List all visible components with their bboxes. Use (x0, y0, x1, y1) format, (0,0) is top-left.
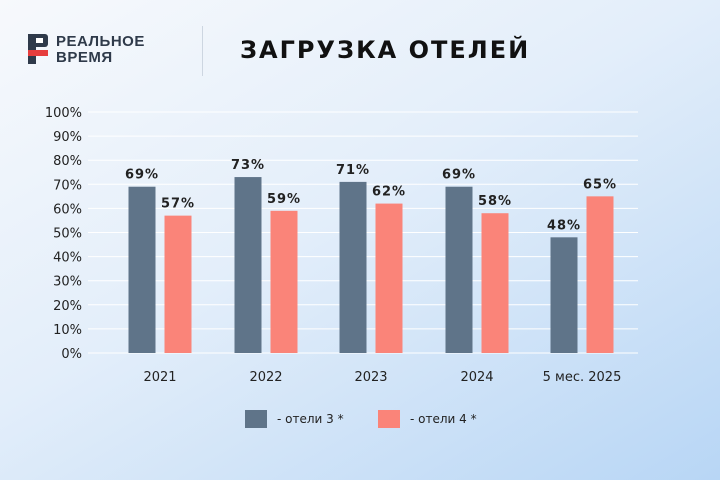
x-tick-label: 2024 (460, 370, 493, 385)
legend-label-series-1: - отели 3 * (277, 412, 344, 426)
bar-data-label: 57% (161, 197, 195, 212)
brand-line-1: РЕАЛЬНОЕ (56, 33, 145, 50)
brand-name: РЕАЛЬНОЕ ВРЕМЯ (56, 34, 145, 66)
chart-legend: - отели 3 * - отели 4 * (0, 410, 720, 440)
y-tick-label: 40% (53, 251, 82, 266)
brand-logo-icon (28, 34, 48, 64)
legend-swatch-series-1 (245, 410, 267, 428)
bar-data-label: 48% (547, 218, 581, 233)
y-tick-label: 30% (53, 275, 82, 290)
bar-series-1 (339, 181, 367, 353)
bar-chart: 0%10%20%30%40%50%60%70%80%90%100%69%57%2… (44, 106, 622, 385)
bar-data-label: 58% (478, 194, 512, 209)
y-tick-label: 90% (53, 130, 82, 145)
bar-series-1 (550, 237, 578, 353)
bar-data-label: 73% (231, 158, 265, 173)
legend-label-series-2: - отели 4 * (410, 412, 477, 426)
bar-series-2 (375, 203, 403, 353)
y-tick-label: 0% (61, 347, 82, 362)
y-tick-label: 100% (45, 106, 82, 121)
bar-data-label: 69% (125, 168, 159, 183)
x-tick-label: 2022 (249, 370, 282, 385)
header-divider (202, 26, 203, 76)
bar-data-label: 62% (372, 185, 406, 200)
y-tick-label: 20% (53, 299, 82, 314)
bar-data-label: 65% (583, 177, 617, 192)
legend-item-series-2: - отели 4 * (378, 410, 477, 428)
bar-series-1 (445, 186, 473, 353)
bar-series-1 (128, 186, 156, 353)
y-tick-label: 10% (53, 323, 82, 338)
brand-line-2: ВРЕМЯ (56, 49, 113, 66)
bar-data-label: 71% (336, 163, 370, 178)
bar-series-2 (481, 213, 509, 353)
bar-series-2 (164, 215, 192, 353)
x-tick-label: 2023 (354, 370, 387, 385)
x-tick-label: 5 мес. 2025 (543, 370, 622, 385)
brand-logo: РЕАЛЬНОЕ ВРЕМЯ (28, 34, 168, 70)
bar-series-1 (234, 177, 262, 353)
y-tick-label: 70% (53, 178, 82, 193)
bar-series-2 (586, 196, 614, 353)
bar-series-2 (270, 210, 298, 353)
bar-data-label: 69% (442, 168, 476, 183)
y-tick-label: 50% (53, 227, 82, 242)
bar-data-label: 59% (267, 192, 301, 207)
y-tick-label: 80% (53, 154, 82, 169)
chart-title: ЗАГРУЗКА ОТЕЛЕЙ (240, 36, 531, 64)
y-tick-label: 60% (53, 202, 82, 217)
legend-item-series-1: - отели 3 * (245, 410, 344, 428)
x-tick-label: 2021 (143, 370, 176, 385)
legend-swatch-series-2 (378, 410, 400, 428)
